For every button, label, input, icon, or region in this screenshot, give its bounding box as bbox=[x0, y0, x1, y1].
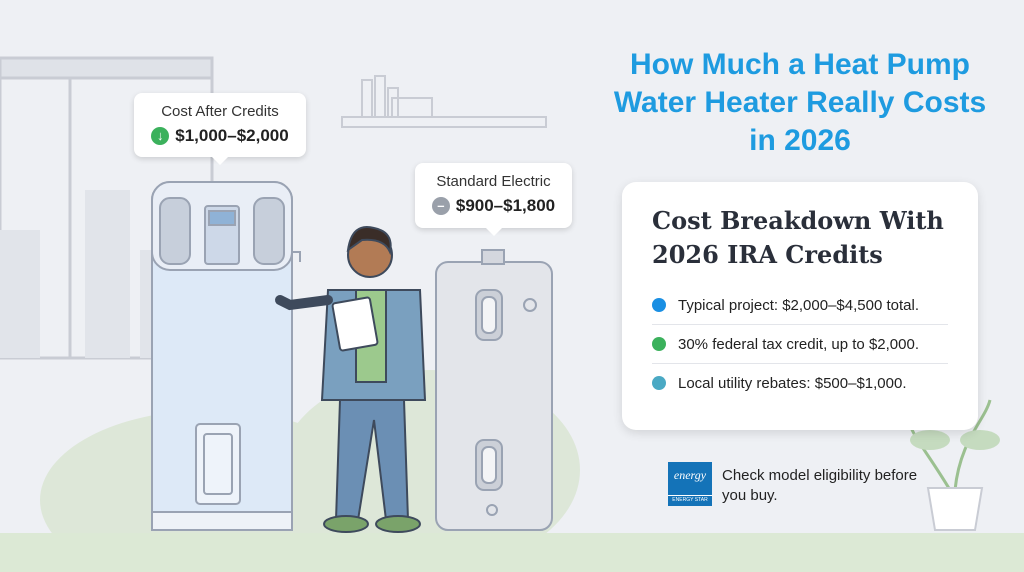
person-part bbox=[331, 296, 379, 352]
plant-part bbox=[960, 430, 1000, 450]
person-part bbox=[346, 226, 392, 256]
callout-value: $1,000–$2,000 bbox=[175, 126, 289, 145]
item-text: Typical project: $2,000–$4,500 total. bbox=[678, 296, 919, 314]
shelf-part bbox=[391, 97, 433, 118]
standard-heater-part bbox=[486, 504, 498, 516]
person-part bbox=[323, 515, 369, 533]
plant-part bbox=[926, 487, 984, 531]
breakdown-item: Local utility rebates: $500–$1,000. bbox=[652, 363, 948, 402]
badge-label: ENERGY STAR bbox=[668, 495, 712, 503]
heat-pump-heater-part bbox=[253, 197, 285, 265]
standard-heater bbox=[435, 249, 553, 531]
city-silhouette-part bbox=[0, 230, 40, 358]
callout-standard: Standard Electric – $900–$1,800 bbox=[415, 163, 572, 236]
callout-label: Cost After Credits bbox=[161, 103, 279, 120]
plant bbox=[907, 399, 1000, 531]
badge-script: energy bbox=[673, 468, 707, 482]
city-silhouette-part bbox=[85, 190, 130, 358]
window-part bbox=[0, 56, 214, 80]
down-icon: ↓ bbox=[151, 127, 170, 145]
heat-pump-heater-part bbox=[292, 251, 301, 262]
person-part bbox=[375, 515, 421, 533]
breakdown-item: Typical project: $2,000–$4,500 total. bbox=[652, 286, 948, 324]
heat-pump-heater-part bbox=[203, 433, 233, 495]
page-title: How Much a Heat Pump Water Heater Really… bbox=[613, 48, 987, 157]
standard-heater-part bbox=[481, 446, 497, 484]
item-text: Local utility rebates: $500–$1,000. bbox=[678, 374, 907, 392]
heat-pump-heater-part bbox=[208, 210, 236, 226]
standard-heater-part bbox=[481, 296, 497, 334]
energy-star-badge: energy ENERGY STAR bbox=[668, 462, 712, 506]
shelf-part bbox=[341, 116, 547, 128]
shelf-part bbox=[374, 75, 386, 118]
standard-heater-part bbox=[481, 249, 505, 265]
eligibility-note: Check model eligibility before you buy. bbox=[722, 467, 918, 504]
standard-heater-part bbox=[523, 298, 537, 312]
breakdown-item: 30% federal tax credit, up to $2,000. bbox=[652, 324, 948, 363]
shelf bbox=[341, 75, 547, 128]
heat-pump-heater-part bbox=[151, 511, 293, 531]
item-text: 30% federal tax credit, up to $2,000. bbox=[678, 335, 919, 353]
bullet-dot bbox=[652, 376, 666, 390]
heat-pump-heater-part bbox=[195, 423, 241, 505]
bullet-dot bbox=[652, 298, 666, 312]
shelf-part bbox=[361, 79, 373, 118]
person-part bbox=[275, 295, 333, 311]
person bbox=[275, 226, 427, 533]
callout-label: Standard Electric bbox=[436, 173, 551, 190]
item-list: Typical project: $2,000–$4,500 total. 30%… bbox=[652, 286, 948, 402]
callout-heat-pump: Cost After Credits ↓ $1,000–$2,000 bbox=[134, 93, 306, 165]
plant-part bbox=[910, 430, 950, 450]
floor bbox=[0, 533, 1024, 572]
breakdown-card: Cost Breakdown With 2026 IRA Credits Typ… bbox=[622, 182, 978, 430]
heat-pump-heater bbox=[151, 181, 301, 531]
callout-value: $900–$1,800 bbox=[455, 196, 556, 215]
bullet-dot bbox=[652, 337, 666, 351]
neutral-icon: – bbox=[431, 197, 450, 215]
card-heading: Cost Breakdown With 2026 IRA Credits bbox=[652, 206, 944, 269]
heat-pump-heater-part bbox=[159, 197, 191, 265]
